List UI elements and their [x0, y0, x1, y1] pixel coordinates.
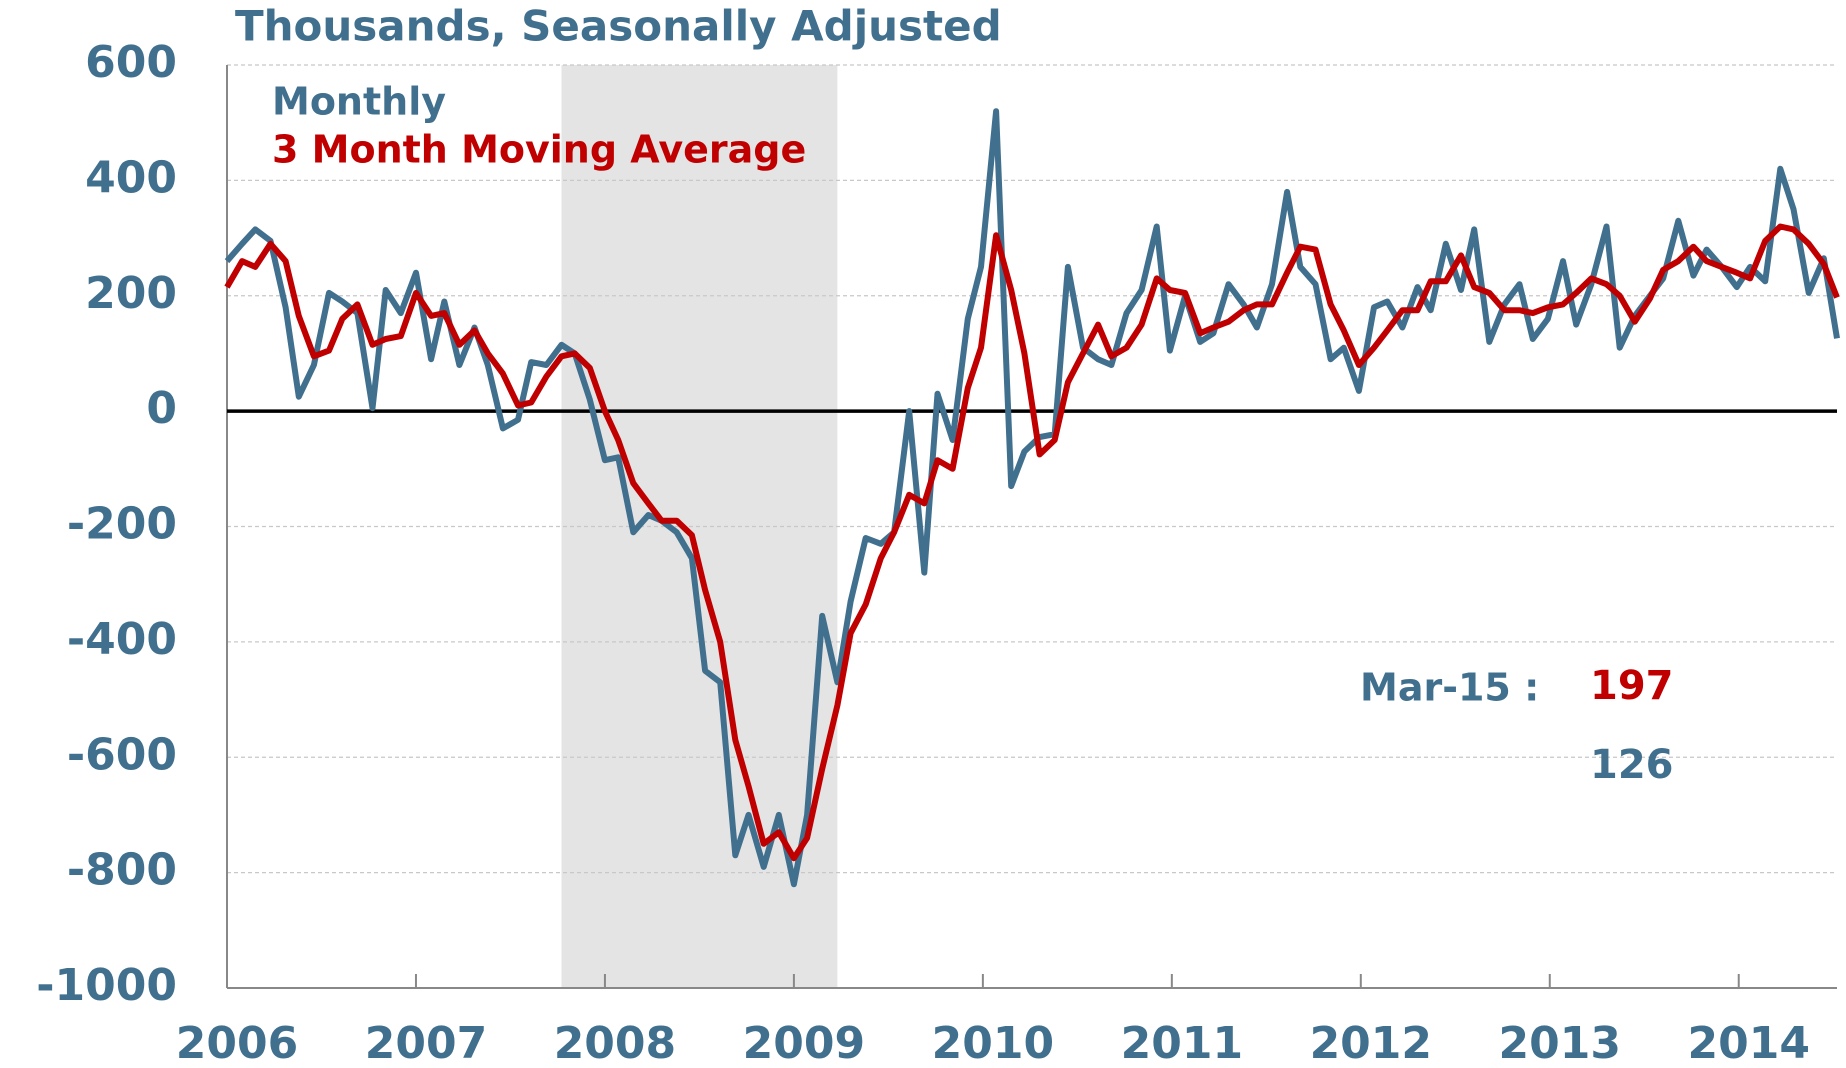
x-tick-label: 2010 — [932, 1018, 1054, 1068]
x-tick-label: 2013 — [1499, 1018, 1621, 1068]
annotation-value: 197 — [1590, 663, 1674, 709]
annotation-label: Mar-15 : — [1360, 666, 1539, 710]
y-tick-label: -600 — [67, 729, 177, 780]
series-line — [224, 108, 1840, 888]
x-tick-label: 2006 — [176, 1018, 298, 1068]
y-tick-label: -400 — [67, 614, 177, 665]
x-tick-label: 2014 — [1688, 1018, 1810, 1068]
y-tick-label: -1000 — [36, 960, 177, 1011]
y-tick-label: 0 — [146, 383, 177, 434]
x-tick-label: 2008 — [554, 1018, 676, 1068]
x-tick-label: 2012 — [1310, 1018, 1432, 1068]
y-tick-label: 600 — [85, 37, 177, 88]
x-tick-label: 2009 — [743, 1018, 865, 1068]
y-tick-label: 200 — [85, 268, 177, 319]
x-tick-label: 2011 — [1121, 1018, 1243, 1068]
series-line — [224, 223, 1840, 862]
chart-title: Thousands, Seasonally Adjusted — [235, 2, 1002, 51]
y-tick-label: -800 — [67, 845, 177, 896]
legend-entry: 3 Month Moving Average — [272, 128, 806, 172]
y-tick-label: -200 — [67, 499, 177, 550]
legend-entry: Monthly — [272, 80, 446, 124]
x-tick-label: 2007 — [365, 1018, 487, 1068]
y-tick-label: 400 — [85, 152, 177, 203]
annotation-value: 126 — [1590, 742, 1674, 788]
